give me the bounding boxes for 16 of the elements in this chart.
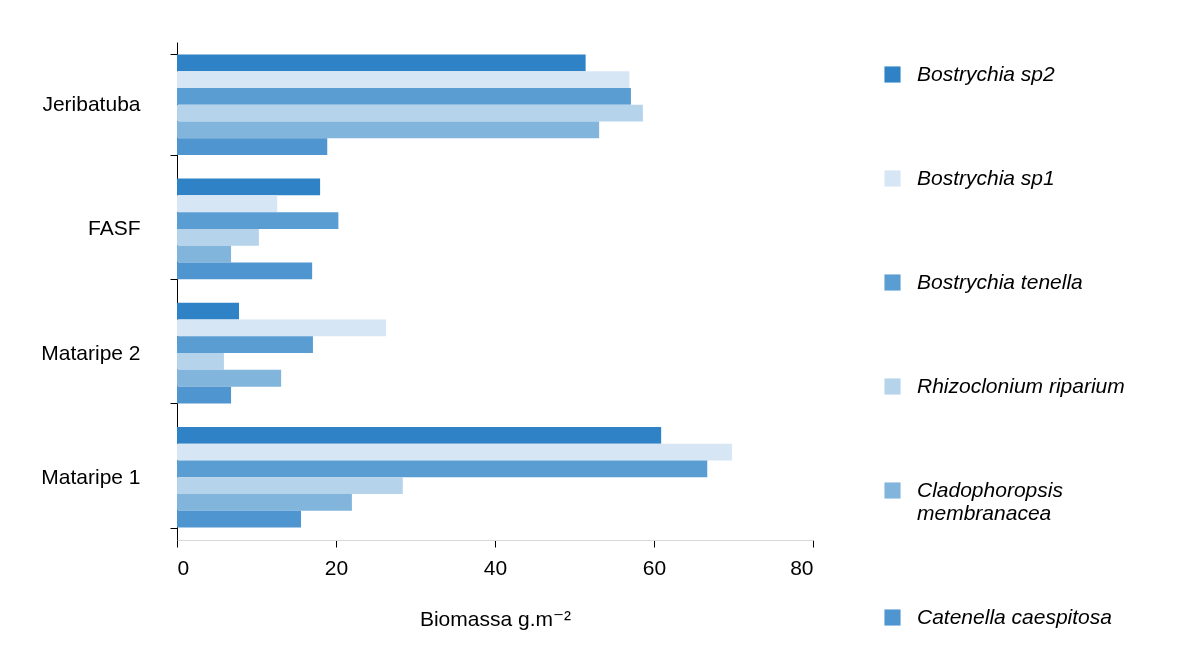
x-tick-label: 20 [324, 555, 349, 579]
y-tick-label: Mataripe 1 [41, 464, 141, 488]
legend-label: Catenella caespitosa [917, 604, 1112, 628]
legend-label: Bostrychia sp1 [917, 165, 1055, 189]
x-tick-label: 0 [177, 555, 190, 579]
x-tick-label: 80 [790, 555, 814, 579]
legend-label: Bostrychia sp2 [917, 61, 1056, 85]
legend-label: Rhizoclonium riparium [917, 373, 1125, 397]
legend-label: Cladophoropsis membranacea [917, 477, 1064, 524]
y-tick-label: Mataripe 2 [41, 340, 141, 364]
x-axis-title: Biomassa g.m⁻² [419, 606, 572, 630]
x-tick-label: 40 [483, 555, 508, 579]
legend-label: Bostrychia tenella [917, 269, 1083, 293]
x-tick-label: 60 [642, 555, 667, 579]
y-tick-label: FASF [87, 216, 141, 240]
y-tick-label: Jeribatuba [42, 92, 141, 116]
